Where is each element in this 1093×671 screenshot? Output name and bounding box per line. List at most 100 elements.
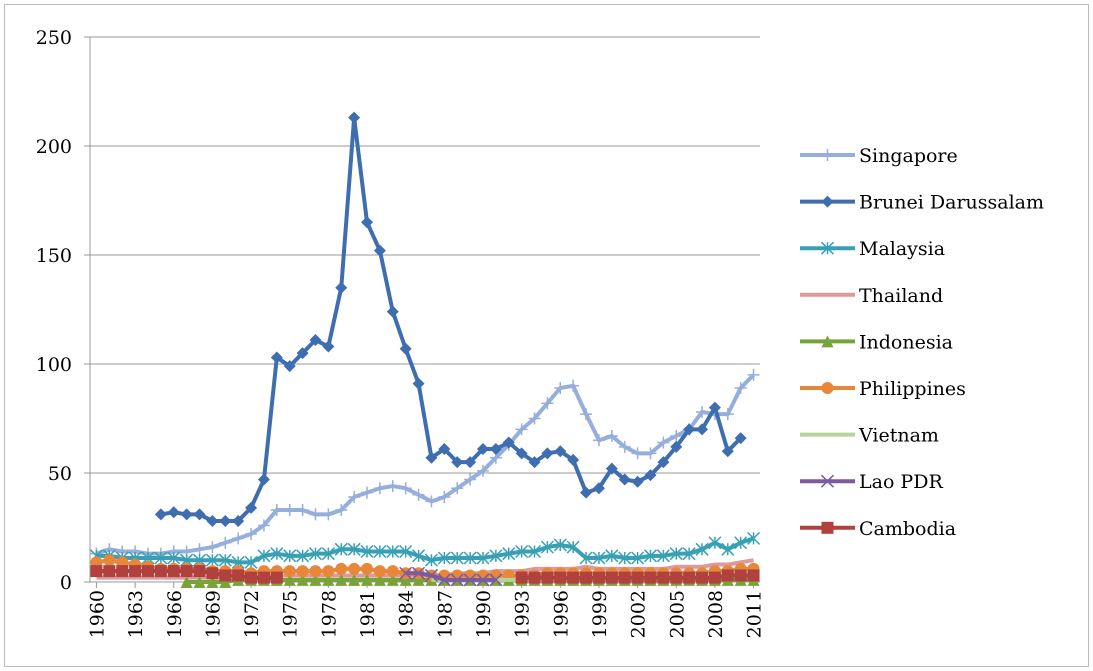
marker	[631, 551, 645, 565]
marker	[554, 381, 567, 394]
marker	[669, 547, 683, 561]
marker	[424, 553, 438, 567]
marker	[373, 573, 386, 586]
marker	[180, 565, 193, 578]
marker	[821, 382, 834, 394]
marker	[631, 475, 644, 488]
legend-label: Malaysia	[859, 238, 945, 260]
marker	[644, 447, 657, 460]
marker	[335, 281, 348, 294]
marker	[696, 405, 709, 418]
marker	[309, 508, 322, 521]
marker	[708, 571, 721, 584]
x-tick-label: 1990	[473, 590, 495, 638]
marker	[553, 538, 567, 552]
marker	[270, 351, 283, 364]
marker	[528, 412, 541, 425]
marker	[322, 340, 335, 353]
x-tick-label: 1978	[318, 590, 340, 638]
x-tick-label: 1969	[202, 590, 224, 638]
marker	[412, 488, 425, 501]
marker	[219, 536, 232, 549]
marker	[451, 456, 464, 469]
marker	[708, 536, 722, 550]
marker	[334, 542, 348, 556]
marker	[141, 565, 154, 578]
x-tick-label: 1999	[589, 590, 611, 638]
marker	[721, 542, 735, 556]
marker	[245, 571, 258, 584]
marker	[734, 381, 747, 394]
marker	[695, 542, 709, 556]
marker	[257, 473, 270, 486]
marker	[696, 571, 709, 584]
marker	[296, 504, 309, 517]
marker	[580, 486, 593, 499]
marker	[425, 451, 438, 464]
x-tick-label: 1981	[357, 590, 379, 638]
marker	[502, 547, 516, 561]
marker	[283, 565, 296, 578]
marker	[361, 486, 374, 499]
marker	[154, 508, 167, 521]
legend-label: Singapore	[859, 145, 958, 167]
marker	[734, 432, 747, 445]
marker	[644, 571, 657, 584]
marker	[618, 440, 631, 453]
x-tick-label: 1963	[125, 590, 147, 638]
marker	[270, 547, 284, 561]
marker	[283, 549, 297, 563]
y-tick-label: 200	[36, 136, 72, 158]
marker	[257, 519, 270, 532]
chart-frame	[4, 4, 1089, 667]
marker	[450, 573, 464, 587]
marker	[489, 443, 502, 456]
marker	[502, 436, 515, 449]
marker	[592, 482, 605, 495]
marker	[360, 544, 374, 559]
marker	[399, 566, 413, 580]
marker	[347, 542, 361, 556]
marker	[322, 573, 335, 586]
marker	[528, 571, 541, 584]
legend-label: Thailand	[859, 285, 943, 307]
x-tick-label: 2002	[628, 590, 650, 638]
marker	[386, 480, 399, 493]
y-tick-label: 0	[60, 572, 72, 594]
marker	[463, 551, 477, 565]
marker	[821, 149, 834, 161]
marker	[103, 554, 116, 567]
marker	[348, 111, 361, 124]
marker	[605, 571, 618, 584]
y-tick-label: 100	[36, 354, 72, 376]
x-tick-label: 1975	[280, 590, 302, 638]
marker	[154, 565, 167, 578]
marker	[541, 397, 554, 410]
marker	[257, 549, 271, 563]
x-tick-label: 2011	[744, 590, 766, 638]
marker	[399, 544, 413, 559]
y-tick-label: 150	[36, 245, 72, 267]
marker	[335, 504, 348, 517]
marker	[541, 571, 554, 584]
marker	[437, 573, 451, 587]
series-line	[160, 115, 743, 523]
marker	[296, 565, 309, 578]
marker	[283, 573, 296, 586]
marker	[464, 456, 477, 469]
x-tick-label: 1966	[164, 590, 186, 638]
marker	[580, 571, 593, 584]
marker	[206, 541, 219, 554]
marker	[322, 508, 335, 521]
marker	[296, 347, 309, 360]
marker	[386, 305, 399, 318]
legend-label: Philippines	[859, 378, 966, 400]
x-tick-label: 1972	[241, 590, 263, 638]
marker	[308, 547, 323, 561]
marker	[438, 490, 451, 503]
marker	[747, 368, 760, 381]
marker	[412, 549, 426, 563]
marker	[527, 544, 542, 559]
series-line	[405, 571, 496, 582]
marker	[244, 555, 258, 569]
